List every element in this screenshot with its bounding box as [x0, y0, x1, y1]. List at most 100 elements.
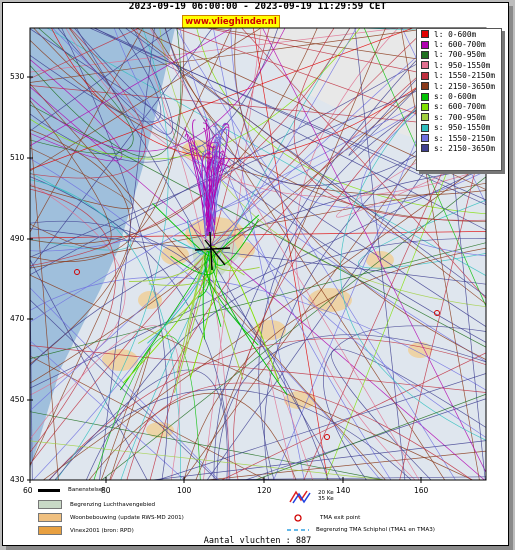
flight-track — [61, 28, 168, 480]
flight-track — [125, 28, 486, 297]
approach-track — [207, 158, 225, 227]
departure-track — [128, 247, 209, 282]
y-tick-label: 430 — [10, 475, 25, 484]
flight-track — [130, 28, 486, 305]
flight-track — [293, 28, 486, 221]
legend-label: s: 950-1550m — [434, 123, 491, 133]
flight-track — [126, 28, 474, 480]
flight-track — [100, 347, 151, 480]
approach-track — [203, 130, 224, 237]
y-tick-label: 450 — [10, 395, 25, 404]
flight-track — [30, 28, 318, 244]
flight-track — [358, 199, 486, 269]
legend-swatch — [421, 30, 429, 39]
flight-track — [30, 176, 231, 480]
map-legend: Banenstelsel Begrenzing Luchthavengebied… — [30, 484, 486, 536]
flight-track — [30, 28, 432, 83]
flight-track — [30, 66, 486, 252]
approach-track — [184, 127, 209, 225]
flight-track — [56, 28, 169, 480]
flight-track — [49, 388, 412, 480]
legend-entry: l: 2150-3650m — [417, 81, 501, 91]
flight-track — [30, 28, 144, 233]
flight-track — [85, 238, 486, 480]
sea-area — [30, 28, 175, 470]
flight-track — [30, 183, 126, 396]
legend-tma-exit-label: TMA exit point — [320, 515, 361, 521]
y-tick-label: 530 — [10, 72, 25, 81]
flight-track — [30, 242, 486, 359]
flight-track — [212, 28, 305, 480]
flight-track — [30, 28, 484, 276]
legend-swatch — [421, 102, 429, 111]
flight-track — [179, 28, 392, 480]
flight-track — [159, 28, 486, 308]
legend-swatch — [421, 92, 429, 101]
flight-track — [233, 36, 486, 480]
flight-track — [191, 476, 486, 480]
flight-track — [94, 28, 486, 231]
legend-noise-contours: 20 Ke 35 Ke — [288, 488, 334, 504]
legend-label: l: 600-700m — [434, 40, 486, 50]
legend-tma-exit: TMA exit point — [290, 513, 360, 523]
legend-entry: s: 600-700m — [417, 102, 501, 112]
legend-vinex: Vinex2001 (bron: RPD) — [38, 526, 134, 535]
noise-contour-icon — [289, 490, 311, 504]
legend-label: l: 950-1550m — [434, 60, 491, 70]
legend-runway-label: Banenstelsel — [68, 487, 104, 493]
flight-track — [151, 28, 445, 480]
approach-track — [208, 158, 231, 229]
flight-tracks — [30, 28, 486, 480]
flight-track — [30, 355, 267, 480]
tma-exit-point — [324, 434, 330, 440]
flight-track — [46, 28, 486, 277]
flight-track — [216, 334, 486, 480]
approach-track — [205, 123, 230, 235]
legend-airport-label: Begrenzing Luchthavengebied — [70, 501, 156, 508]
map-border — [29, 27, 487, 481]
tma-exit-point — [74, 269, 80, 275]
approach-track — [189, 136, 216, 225]
legend-entry: s: 1550-2150m — [417, 133, 501, 143]
departure-track — [212, 252, 260, 272]
legend-swatch — [421, 61, 429, 70]
residential-swatch — [38, 513, 62, 522]
flight-track — [30, 325, 181, 480]
flight-track — [30, 125, 59, 480]
x-tick-label: 120 — [257, 486, 272, 495]
flight-track — [241, 28, 486, 299]
legend-label: l: 1550-2150m — [434, 71, 496, 81]
flight-track — [175, 28, 456, 480]
flight-track — [30, 70, 486, 323]
flight-track — [51, 28, 486, 159]
legend-label: s: 0-600m — [434, 92, 477, 102]
flight-track — [221, 352, 486, 480]
flight-track — [88, 393, 297, 480]
flight-track — [99, 28, 155, 480]
legend-entry: s: 700-950m — [417, 112, 501, 122]
approach-track — [190, 148, 210, 233]
legend-swatch — [421, 82, 429, 91]
flight-track — [30, 28, 146, 179]
departure-track — [173, 247, 215, 393]
y-tick-label: 510 — [10, 153, 25, 162]
flight-track — [48, 338, 486, 480]
flight-track — [30, 179, 181, 480]
legend-swatch — [421, 40, 429, 49]
legend-entry: l: 0-600m — [417, 29, 501, 39]
approach-track — [207, 123, 218, 221]
flight-track — [30, 86, 485, 480]
flight-track — [354, 28, 406, 480]
tma-exit-icon — [294, 514, 302, 522]
flight-track — [195, 28, 386, 480]
flight-track — [213, 28, 448, 480]
flight-track — [74, 28, 486, 343]
legend-20ke-label: 20 Ke — [318, 490, 334, 496]
legend-label: s: 700-950m — [434, 112, 486, 122]
flight-track — [93, 335, 201, 480]
flight-track — [30, 28, 286, 152]
flight-track — [206, 450, 486, 480]
legend-runway: Banenstelsel — [38, 487, 104, 493]
flight-track — [30, 28, 486, 327]
